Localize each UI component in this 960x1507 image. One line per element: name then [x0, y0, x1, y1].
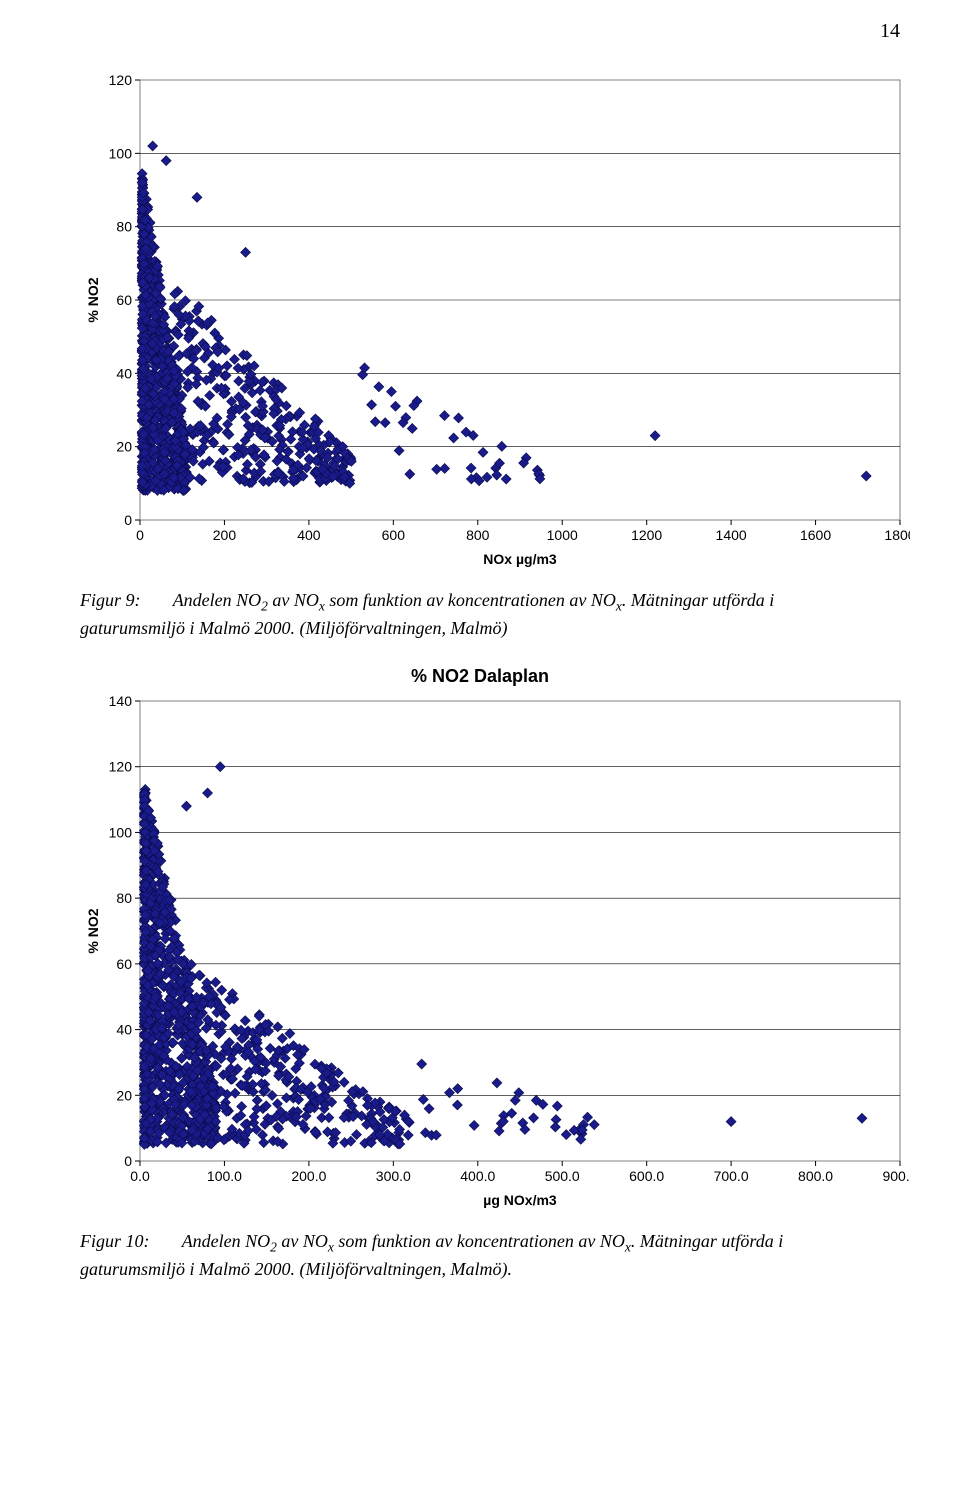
svg-text:400: 400 — [297, 527, 321, 543]
svg-text:0: 0 — [124, 1153, 132, 1169]
svg-text:120: 120 — [109, 759, 133, 775]
svg-text:40: 40 — [116, 1022, 132, 1038]
svg-text:0: 0 — [136, 527, 144, 543]
svg-text:800: 800 — [466, 527, 490, 543]
svg-text:120: 120 — [109, 72, 133, 88]
chart-2-container: 0 20 40 60 80 100 120 140 0.0 100.0 200.0 300.0 400.… — [80, 691, 880, 1221]
svg-text:80: 80 — [116, 890, 132, 906]
figure-9-caption: Figur 9: Andelen NO2 av NOx som funktion… — [80, 588, 880, 640]
svg-text:600.0: 600.0 — [629, 1168, 664, 1184]
svg-text:300.0: 300.0 — [376, 1168, 411, 1184]
svg-text:400.0: 400.0 — [460, 1168, 495, 1184]
figure-10-label: Figur 10: — [80, 1231, 150, 1251]
chart-2-title: % NO2 Dalaplan — [80, 666, 880, 687]
figure-9-label: Figur 9: — [80, 590, 141, 610]
svg-text:20: 20 — [116, 1087, 132, 1103]
figure-9-text: Andelen NO2 av NOx som funktion av konce… — [80, 590, 774, 638]
svg-text:1000: 1000 — [547, 527, 578, 543]
svg-text:1800: 1800 — [884, 527, 910, 543]
svg-text:900.0: 900.0 — [882, 1168, 910, 1184]
svg-text:100: 100 — [109, 145, 133, 161]
chart-1-container: 0204060801001200200400600800100012001400… — [80, 70, 880, 580]
svg-text:60: 60 — [116, 292, 132, 308]
svg-text:200.0: 200.0 — [291, 1168, 326, 1184]
svg-text:800.0: 800.0 — [798, 1168, 833, 1184]
svg-text:60: 60 — [116, 956, 132, 972]
svg-text:1400: 1400 — [716, 527, 747, 543]
figure-10-text: Andelen NO2 av NOx som funktion av konce… — [80, 1231, 783, 1279]
svg-text:NOx µg/m3: NOx µg/m3 — [483, 551, 557, 567]
svg-text:1200: 1200 — [631, 527, 662, 543]
svg-text:140: 140 — [109, 693, 133, 709]
svg-text:700.0: 700.0 — [714, 1168, 749, 1184]
svg-text:600: 600 — [382, 527, 406, 543]
page-number: 14 — [880, 20, 900, 43]
svg-text:100.0: 100.0 — [207, 1168, 242, 1184]
svg-text:0: 0 — [124, 512, 132, 528]
svg-text:µg NOx/m3: µg NOx/m3 — [483, 1192, 557, 1208]
svg-text:1600: 1600 — [800, 527, 831, 543]
scatter-chart-1: 0204060801001200200400600800100012001400… — [80, 70, 910, 580]
svg-text:20: 20 — [116, 439, 132, 455]
svg-text:40: 40 — [116, 365, 132, 381]
svg-text:100: 100 — [109, 825, 133, 841]
svg-text:% NO2: % NO2 — [85, 908, 101, 953]
svg-text:80: 80 — [116, 219, 132, 235]
svg-text:500.0: 500.0 — [545, 1168, 580, 1184]
svg-text:200: 200 — [213, 527, 237, 543]
scatter-chart-2: 0 20 40 60 80 100 120 140 0.0 100.0 200.0 300.0 400.… — [80, 691, 910, 1221]
figure-10-caption: Figur 10: Andelen NO2 av NOx som funktio… — [80, 1229, 880, 1281]
svg-text:0.0: 0.0 — [130, 1168, 150, 1184]
svg-text:% NO2: % NO2 — [85, 277, 101, 322]
